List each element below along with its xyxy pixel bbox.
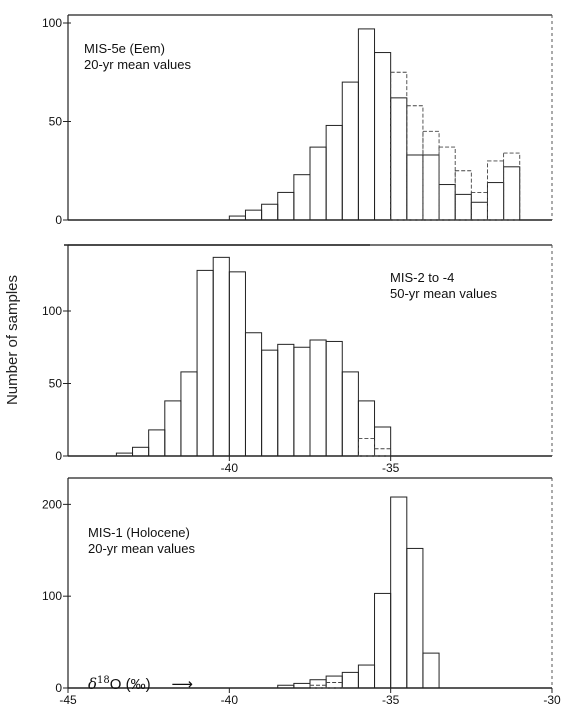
histogram-bar: [341, 371, 359, 457]
histogram-bar-secondary: [422, 130, 440, 221]
y-tick-label: 0: [55, 681, 62, 695]
panel-3-label: MIS-1 (Holocene) 20-yr mean values: [88, 525, 195, 557]
histogram-bar: [357, 664, 376, 689]
histogram-bar: [341, 671, 359, 689]
y-tick-label: 0: [55, 449, 62, 463]
histogram-bar: [115, 452, 134, 457]
arrow-right-icon: ⟶: [171, 675, 193, 693]
histogram-bar: [470, 201, 488, 221]
histogram-bar: [148, 429, 166, 457]
histogram-bar-secondary: [470, 191, 488, 221]
histogram-bar: [228, 271, 246, 457]
panel-2-title: MIS-2 to -4: [390, 270, 455, 285]
histogram-bar-secondary: [438, 146, 456, 221]
histogram-bar-secondary: [374, 448, 392, 457]
histogram-bar: [325, 124, 343, 221]
y-axis-label: Number of samples: [4, 274, 21, 406]
panel-2-label: MIS-2 to -4 50-yr mean values: [390, 270, 497, 302]
histogram-bar: [422, 652, 440, 689]
histogram-bar: [454, 193, 472, 221]
histogram-bar: [164, 400, 182, 457]
histogram-bar-secondary: [406, 105, 424, 221]
histogram-bar: [503, 166, 521, 221]
x-tick-label: -35: [382, 461, 400, 475]
y-tick-label: 0: [55, 213, 62, 227]
histogram-bar: [325, 675, 343, 689]
histogram-bar: [406, 547, 424, 689]
histogram-bar: [390, 496, 408, 689]
panel-3-subtitle: 20-yr mean values: [88, 541, 195, 556]
histogram-bar-secondary: [503, 152, 521, 221]
histogram-bar: [277, 343, 295, 457]
x-tick-label: -35: [382, 693, 400, 704]
histogram-bar-secondary: [454, 170, 472, 221]
y-tick-label: 100: [42, 304, 62, 318]
histogram-bar: [309, 146, 327, 221]
histogram-bar: [277, 191, 295, 221]
histogram-bar: [374, 52, 392, 221]
histogram-bar: [293, 346, 311, 457]
histogram-bar: [261, 203, 279, 221]
histogram-bar: [293, 174, 311, 221]
panel-1-subtitle: 20-yr mean values: [84, 57, 191, 72]
histogram-bar-secondary: [309, 684, 327, 689]
histogram-bar: [438, 184, 456, 221]
y-tick-label: 50: [49, 115, 63, 129]
histogram-bar: [406, 154, 424, 221]
x-tick-label: -40: [221, 693, 239, 704]
x-tick-label: -40: [221, 461, 239, 475]
histogram-bar-secondary: [390, 71, 408, 221]
x-unit-sup: 18: [97, 675, 110, 686]
histogram-bar-secondary: [487, 160, 505, 221]
x-tick-label: -45: [59, 693, 77, 704]
histogram-bar: [357, 400, 376, 457]
panel-1-title: MIS-5e (Eem): [84, 41, 165, 56]
histogram-bar: [180, 371, 198, 457]
histogram-bar: [374, 426, 392, 457]
histogram-bar: [341, 81, 359, 221]
histogram-bar: [374, 592, 392, 689]
histogram-bar: [244, 209, 263, 221]
y-tick-label: 100: [42, 589, 62, 603]
histogram-bar: [309, 339, 327, 457]
histogram-bar: [357, 28, 376, 221]
panel-2-subtitle: 50-yr mean values: [390, 286, 497, 301]
histogram-bar: [277, 684, 295, 689]
histogram-bar: [132, 446, 150, 457]
histogram-bar-secondary: [325, 682, 343, 689]
x-axis-unit-label: δ18O (‰) ⟶: [88, 675, 193, 693]
histogram-bar: [486, 182, 505, 221]
x-tick-label: -30: [543, 693, 561, 704]
panel-1-label: MIS-5e (Eem) 20-yr mean values: [84, 41, 191, 73]
histogram-bar-secondary: [357, 438, 375, 457]
y-tick-label: 50: [49, 377, 63, 391]
histogram-bar: [422, 154, 440, 221]
y-tick-label: 200: [42, 497, 62, 511]
histogram-bar: [325, 340, 343, 457]
histogram-bar: [390, 97, 408, 221]
panel-3-title: MIS-1 (Holocene): [88, 525, 190, 540]
histogram-bar: [244, 332, 263, 457]
y-tick-label: 100: [42, 16, 62, 30]
histogram-bar: [261, 349, 279, 457]
x-unit-delta: δ: [88, 675, 98, 693]
histogram-bar: [196, 269, 214, 457]
histogram-bar: [309, 679, 327, 689]
x-unit-rest: O (‰): [109, 676, 151, 693]
histogram-bar: [212, 256, 230, 457]
